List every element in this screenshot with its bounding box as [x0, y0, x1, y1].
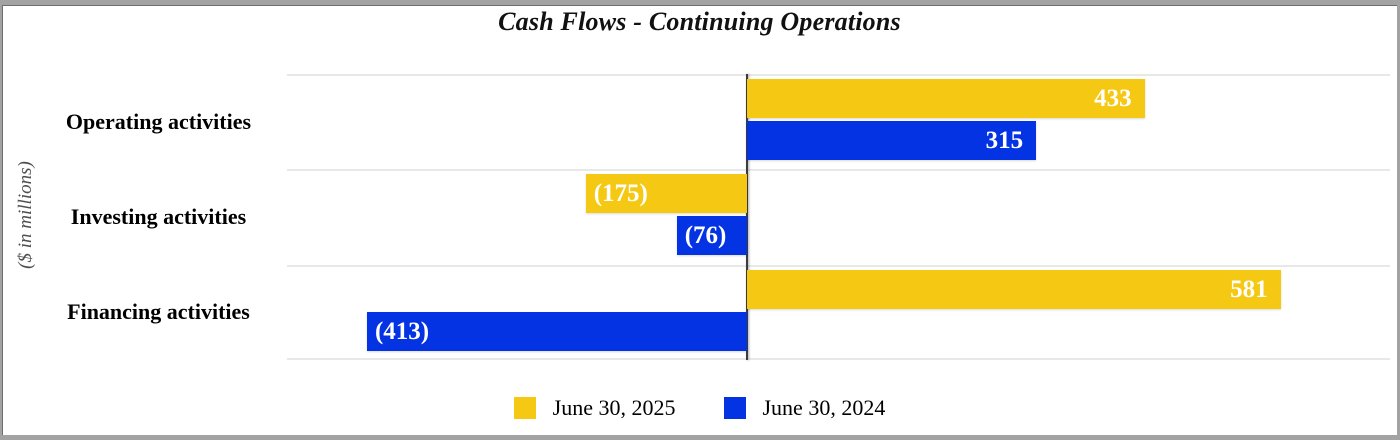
legend: June 30, 2025 June 30, 2024 — [2, 395, 1397, 421]
gridline — [287, 265, 1390, 267]
legend-swatch — [723, 397, 746, 419]
bar-value-label: 433 — [1094, 85, 1132, 112]
chart-title: Cash Flows - Continuing Operations — [498, 7, 901, 36]
legend-label: June 30, 2025 — [552, 395, 676, 420]
bar-value-label: (76) — [684, 222, 727, 250]
bar-june-30-2025: 581 — [746, 269, 1281, 309]
category-label: Operating activities — [65, 108, 252, 134]
zero-axis-line — [745, 74, 748, 360]
legend-label: June 30, 2024 — [762, 395, 886, 420]
bar-june-30-2024: (76) — [676, 216, 747, 256]
bar-value-label: 581 — [1230, 275, 1268, 303]
bar-june-30-2025: (175) — [585, 174, 747, 214]
legend-swatch — [513, 397, 536, 419]
gridline — [287, 169, 1390, 171]
bar-june-30-2024: 315 — [746, 121, 1037, 160]
gridline — [287, 358, 1390, 360]
bar-value-label: 315 — [985, 127, 1024, 154]
bar-june-30-2025: 433 — [746, 79, 1145, 118]
legend-item: June 30, 2024 — [723, 395, 886, 421]
bar-value-label: (413) — [374, 317, 430, 345]
legend-item: June 30, 2025 — [513, 395, 676, 421]
plot-area: 433 315 (175) (76) 581 (413) — [287, 74, 1390, 360]
bar-june-30-2024: (413) — [366, 311, 747, 351]
category-label: Investing activities — [70, 203, 247, 229]
bar-value-label: (175) — [593, 180, 648, 208]
category-label: Financing activities — [67, 299, 250, 325]
gridline — [287, 74, 1390, 76]
category-labels-column: Operating activities Investing activities… — [30, 74, 287, 360]
